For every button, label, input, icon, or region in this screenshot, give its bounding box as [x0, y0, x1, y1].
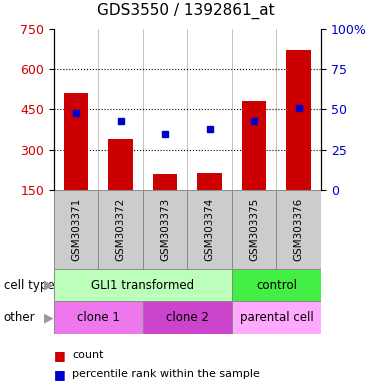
- Bar: [98, 190, 143, 269]
- Bar: [232, 301, 321, 334]
- Text: GSM303371: GSM303371: [71, 198, 81, 261]
- Text: GSM303376: GSM303376: [294, 198, 303, 261]
- Bar: [143, 190, 187, 269]
- Bar: [242, 101, 266, 190]
- Text: cell type: cell type: [4, 279, 54, 291]
- Text: GSM303375: GSM303375: [249, 198, 259, 261]
- Text: percentile rank within the sample: percentile rank within the sample: [72, 369, 260, 379]
- Text: GSM303374: GSM303374: [205, 198, 214, 261]
- Text: GSM303373: GSM303373: [160, 198, 170, 261]
- Text: ▶: ▶: [44, 279, 53, 291]
- Bar: [187, 190, 232, 269]
- Bar: [108, 139, 133, 190]
- Text: control: control: [256, 279, 297, 291]
- Bar: [153, 174, 177, 190]
- Bar: [286, 50, 311, 190]
- Bar: [54, 269, 232, 301]
- Text: clone 2: clone 2: [166, 311, 209, 324]
- Text: GSM303372: GSM303372: [116, 198, 125, 261]
- Bar: [232, 190, 276, 269]
- Bar: [143, 301, 232, 334]
- Text: other: other: [4, 311, 35, 324]
- Bar: [232, 269, 321, 301]
- Text: clone 1: clone 1: [77, 311, 120, 324]
- Bar: [276, 190, 321, 269]
- Text: count: count: [72, 350, 104, 360]
- Bar: [197, 173, 222, 190]
- Text: parental cell: parental cell: [240, 311, 313, 324]
- Bar: [54, 190, 98, 269]
- Text: ■: ■: [54, 349, 66, 362]
- Text: ▶: ▶: [44, 311, 53, 324]
- Bar: [64, 93, 88, 190]
- Text: GDS3550 / 1392861_at: GDS3550 / 1392861_at: [97, 3, 274, 19]
- Bar: [54, 301, 143, 334]
- Text: ■: ■: [54, 368, 66, 381]
- Text: GLI1 transformed: GLI1 transformed: [91, 279, 194, 291]
